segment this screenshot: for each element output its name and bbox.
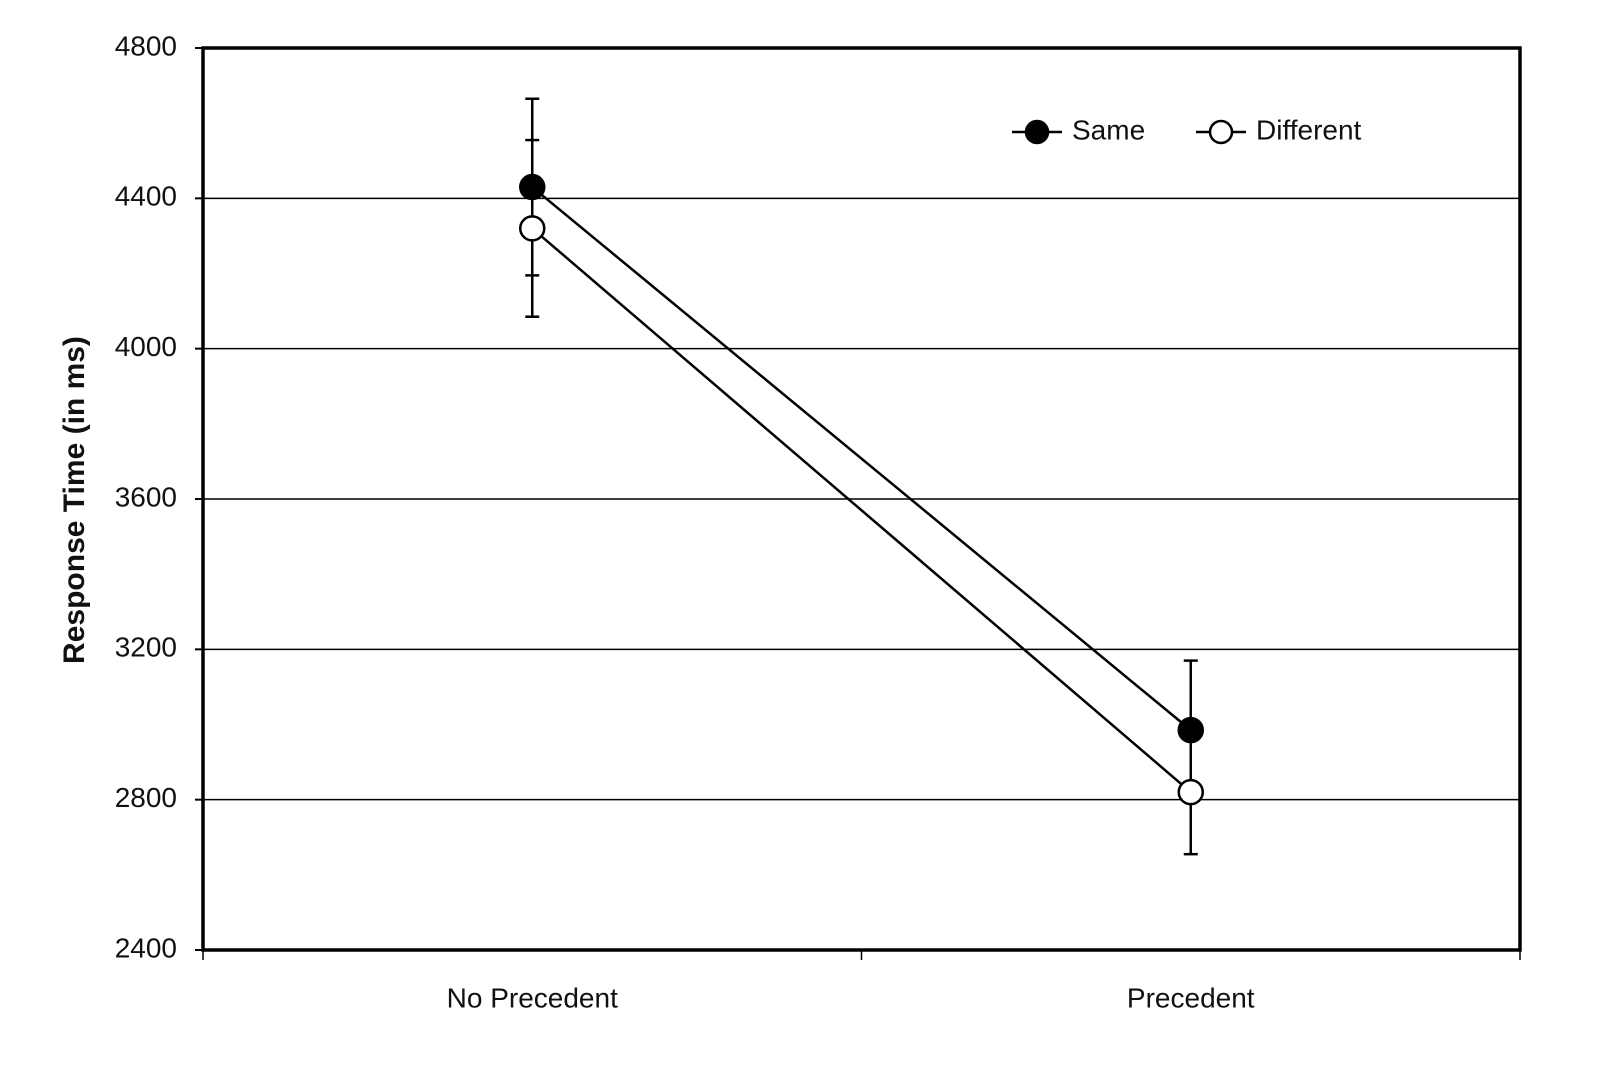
point (519, 173, 546, 201)
legend-marker (1024, 119, 1050, 145)
y-tick-label: 4400 (115, 181, 177, 212)
y-tick-label: 2400 (115, 932, 177, 963)
series-line (531, 186, 1192, 732)
legend-label: Different (1256, 114, 1362, 145)
point (519, 215, 546, 242)
y-axis-title: Response Time (in ms) (58, 336, 91, 664)
x-tick-label: No Precedent (447, 982, 618, 1013)
y-tick-label: 4800 (115, 30, 177, 61)
legend-label: Same (1072, 114, 1145, 145)
legend-marker (1208, 119, 1234, 145)
point (1177, 716, 1204, 744)
y-tick-label: 3200 (115, 632, 177, 663)
point (1177, 778, 1204, 806)
y-tick-label: 3600 (115, 481, 177, 512)
series-line (531, 227, 1192, 794)
x-tick-label: Precedent (1127, 982, 1255, 1013)
y-tick-label: 4000 (115, 331, 177, 362)
y-tick-label: 2800 (115, 782, 177, 813)
